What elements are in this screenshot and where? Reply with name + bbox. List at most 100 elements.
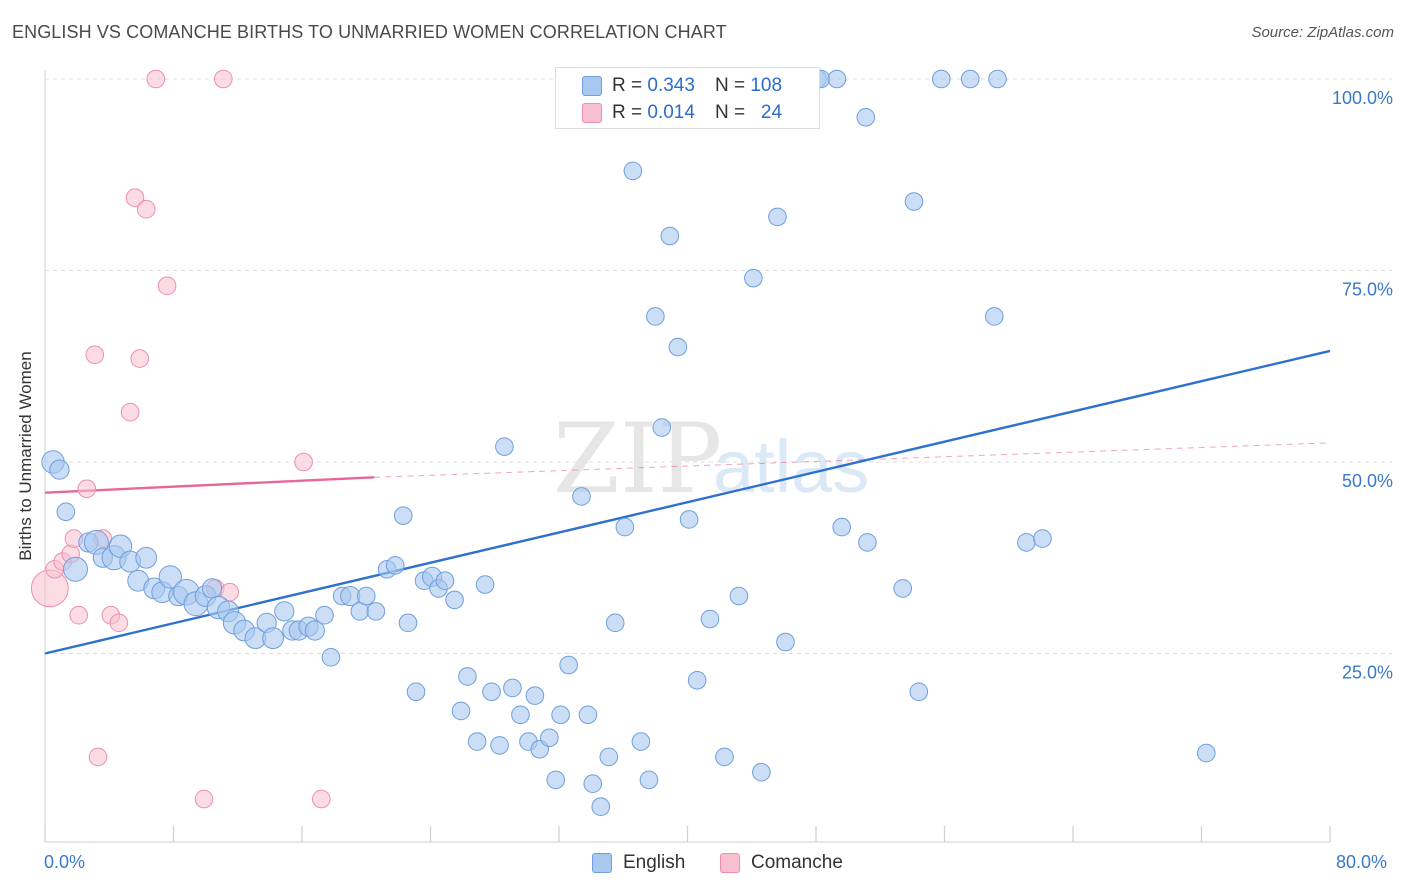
- y-tick-label: 25.0%: [1342, 663, 1393, 683]
- english-point: [591, 797, 611, 817]
- comanche-point: [69, 605, 89, 625]
- english-point: [715, 747, 734, 767]
- comanche-point: [136, 199, 156, 219]
- comanche-swatch: [582, 103, 602, 123]
- y-tick-labels: 25.0% 50.0% 75.0% 100.0%: [1332, 88, 1393, 683]
- comanche-n-label: N =: [714, 102, 746, 123]
- english-point: [366, 602, 386, 621]
- chart-title: ENGLISH VS COMANCHE BIRTHS TO UNMARRIED …: [12, 22, 727, 42]
- trend-lines: [44, 349, 1331, 655]
- comanche-legend-label: Comanche: [751, 852, 843, 873]
- comanche-trend-dashed: [374, 442, 1331, 478]
- english-r-value: 0.343: [647, 75, 695, 96]
- english-point: [495, 437, 514, 456]
- english-point: [578, 705, 598, 725]
- comanche-point: [146, 69, 166, 89]
- english-trend-line: [44, 349, 1331, 655]
- english-point: [262, 627, 284, 650]
- english-points: [41, 69, 1216, 817]
- watermark: ZIP atlas: [553, 403, 869, 515]
- comanche-point: [294, 452, 313, 472]
- english-point: [744, 268, 763, 288]
- english-point: [1033, 529, 1052, 548]
- english-point: [503, 678, 522, 698]
- english-point: [904, 192, 924, 211]
- english-point: [752, 762, 771, 782]
- english-point: [1197, 743, 1216, 763]
- comanche-point: [130, 349, 150, 368]
- english-point: [304, 620, 325, 641]
- english-point: [639, 770, 659, 790]
- grid-lines: [45, 78, 1392, 654]
- english-r-label: R =: [612, 75, 643, 96]
- english-point: [356, 586, 376, 606]
- legend-item-english[interactable]: English: [592, 852, 685, 874]
- legend-inset: R = 0.343 N = 108 R = 0.014 N = 24: [555, 67, 820, 129]
- english-point: [482, 682, 501, 702]
- english-point: [827, 69, 847, 89]
- y-tick-label: 75.0%: [1342, 280, 1393, 300]
- english-point: [321, 648, 341, 667]
- english-point: [490, 736, 509, 755]
- english-point: [729, 586, 749, 606]
- english-point: [893, 579, 913, 598]
- english-point: [776, 632, 795, 652]
- comanche-point: [88, 747, 108, 767]
- comanche-points: [30, 69, 331, 809]
- english-point: [398, 613, 418, 633]
- english-point: [856, 108, 876, 127]
- legend-row-comanche: R = 0.014 N = 24: [582, 100, 782, 126]
- comanche-r-label: R =: [612, 102, 643, 123]
- legend-item-comanche[interactable]: Comanche: [720, 852, 843, 874]
- english-point: [599, 747, 619, 767]
- english-point: [909, 682, 929, 702]
- comanche-r-value: 0.014: [647, 102, 695, 123]
- english-point: [525, 686, 545, 705]
- english-point: [623, 161, 643, 181]
- comanche-point: [194, 789, 214, 809]
- english-point: [540, 728, 559, 748]
- english-point: [679, 510, 699, 529]
- english-point: [668, 337, 688, 357]
- english-point: [546, 770, 566, 790]
- english-point: [458, 667, 477, 686]
- english-point: [158, 565, 182, 589]
- english-point: [646, 307, 665, 326]
- english-point: [700, 609, 720, 629]
- english-point: [858, 533, 877, 552]
- english-point: [445, 590, 464, 610]
- comanche-point: [109, 613, 129, 633]
- comanche-point: [85, 345, 105, 365]
- english-point: [274, 601, 295, 622]
- english-point: [201, 578, 223, 599]
- english-point: [768, 207, 787, 227]
- comanche-n-value: 24: [760, 102, 783, 123]
- english-point: [315, 605, 334, 625]
- english-point: [551, 705, 570, 725]
- english-point: [135, 546, 158, 569]
- english-point: [832, 517, 852, 537]
- english-point: [49, 459, 70, 480]
- english-swatch: [582, 76, 602, 96]
- english-point: [63, 556, 89, 582]
- english-point: [687, 671, 707, 690]
- english-point: [660, 226, 680, 246]
- english-point: [583, 774, 603, 794]
- english-legend-swatch: [592, 853, 612, 873]
- english-point: [393, 506, 413, 525]
- english-n-value: 108: [750, 75, 783, 96]
- english-point: [988, 69, 1007, 89]
- english-point: [385, 556, 405, 575]
- english-point: [475, 575, 495, 594]
- english-n-label: N =: [714, 75, 746, 96]
- comanche-point: [213, 69, 233, 89]
- comanche-point: [77, 479, 97, 499]
- english-point: [56, 502, 76, 522]
- english-legend-label: English: [623, 852, 686, 873]
- legend-row-english: R = 0.343 N = 108: [582, 73, 782, 99]
- source-label: Source: ZipAtlas.com: [1251, 24, 1394, 41]
- y-tick-label: 100.0%: [1332, 88, 1393, 108]
- legend-bottom: English Comanche: [0, 852, 1406, 878]
- comanche-point: [120, 402, 140, 422]
